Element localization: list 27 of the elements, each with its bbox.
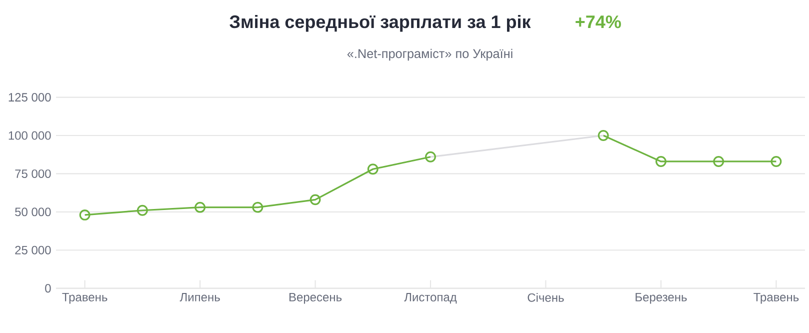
x-tick-label: Січень xyxy=(528,293,564,302)
point xyxy=(656,156,666,167)
x-tick-label: Травень xyxy=(62,293,108,304)
y-tick-label: 50 000 xyxy=(15,208,51,216)
y-tick-label: 125 000 xyxy=(8,93,51,102)
chart-title: Зміна середньої зарплати за 1 рік xyxy=(230,14,531,32)
x-tick-label: Липень xyxy=(180,293,220,302)
x-tick-label: Травень xyxy=(754,293,799,304)
point xyxy=(425,151,436,162)
point xyxy=(598,130,609,141)
point xyxy=(79,210,90,220)
point xyxy=(770,156,782,167)
y-tick-label: 0 xyxy=(45,284,51,293)
point xyxy=(310,194,321,206)
point xyxy=(194,202,206,213)
y-tick-label: 25 000 xyxy=(15,246,51,254)
text: +74% xyxy=(576,15,621,28)
point xyxy=(713,156,724,167)
chart-subtitle: «.Net-програміст» по Україні xyxy=(347,48,512,61)
point xyxy=(252,202,264,213)
point xyxy=(136,204,148,216)
x-tick-label: Вересень xyxy=(289,293,342,304)
point xyxy=(367,164,378,175)
x-tick-label: Листопад xyxy=(404,293,457,304)
x-tick-label: Березень xyxy=(636,293,687,304)
y-tick-label: 100 000 xyxy=(8,131,51,140)
y-tick-label: 75 000 xyxy=(15,169,51,178)
